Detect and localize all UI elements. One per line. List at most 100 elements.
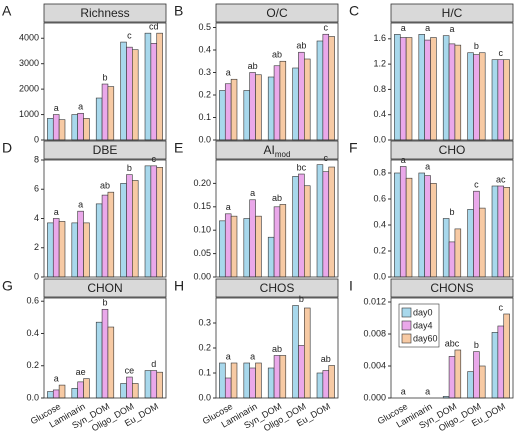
title-text: CHO bbox=[439, 143, 466, 157]
bar bbox=[304, 185, 311, 278]
bar bbox=[249, 72, 256, 141]
panel-title: DBE bbox=[93, 143, 118, 157]
panel-label: B bbox=[174, 3, 183, 19]
panel-label: H bbox=[174, 278, 184, 294]
bar bbox=[430, 37, 437, 141]
bar bbox=[224, 377, 232, 399]
bar bbox=[107, 326, 115, 399]
bar bbox=[328, 166, 335, 278]
y-tick-label: 0.3 bbox=[198, 67, 211, 77]
significance-letter: a bbox=[78, 200, 83, 210]
bar bbox=[399, 37, 407, 141]
y-tick-label: 0.4 bbox=[373, 109, 386, 119]
significance-letter: ac bbox=[496, 174, 506, 184]
y-tick-label: 0.008 bbox=[363, 328, 386, 338]
bar bbox=[230, 78, 238, 141]
significance-letter: b bbox=[102, 298, 107, 308]
bar bbox=[394, 172, 401, 278]
bar bbox=[107, 86, 115, 141]
bar bbox=[497, 325, 505, 399]
bar bbox=[224, 83, 232, 141]
bar bbox=[394, 34, 401, 141]
significance-letter: a bbox=[250, 351, 255, 361]
bar bbox=[292, 67, 299, 141]
bar bbox=[448, 43, 456, 141]
bar bbox=[77, 210, 84, 278]
title-text: O/C bbox=[266, 6, 288, 20]
significance-letter: c bbox=[127, 30, 132, 40]
bar bbox=[491, 59, 499, 141]
bar bbox=[83, 118, 90, 141]
significance-letter: a bbox=[401, 386, 406, 396]
bar bbox=[150, 370, 158, 399]
bar bbox=[279, 355, 287, 399]
panel-title: H/C bbox=[442, 6, 463, 20]
panel-label: I bbox=[349, 278, 353, 294]
y-tick-label: 0.8 bbox=[373, 167, 386, 177]
y-tick-label: 0.2 bbox=[26, 360, 39, 370]
bar bbox=[298, 173, 305, 278]
plot-frame bbox=[215, 297, 339, 399]
bar bbox=[83, 222, 90, 278]
significance-letter: a bbox=[226, 351, 231, 361]
significance-letter: a bbox=[401, 23, 406, 33]
y-tick-label: 0.5 bbox=[198, 22, 211, 32]
plot-frame bbox=[43, 159, 167, 278]
bar bbox=[322, 33, 330, 141]
bar bbox=[101, 308, 109, 399]
bar bbox=[491, 332, 499, 399]
bar bbox=[156, 32, 163, 141]
significance-letter: a bbox=[425, 23, 430, 33]
significance-letter: ab bbox=[321, 354, 331, 364]
bar bbox=[71, 222, 78, 278]
bar bbox=[442, 35, 450, 141]
bar bbox=[52, 389, 60, 399]
bar bbox=[479, 207, 486, 278]
panel-title: O/C bbox=[266, 6, 288, 20]
significance-letter: b bbox=[474, 340, 479, 350]
bar bbox=[273, 206, 281, 278]
bar bbox=[322, 370, 330, 399]
bar bbox=[497, 59, 505, 141]
bar bbox=[224, 213, 232, 278]
bar bbox=[399, 166, 407, 278]
y-tick-label: 1.6 bbox=[373, 33, 386, 43]
significance-letter: a bbox=[226, 68, 231, 78]
significance-letter: ab bbox=[272, 50, 282, 60]
bar bbox=[298, 345, 305, 399]
bar bbox=[503, 313, 510, 399]
y-tick-label: 0.1 bbox=[198, 367, 211, 377]
panel-title: CHONS bbox=[430, 281, 473, 295]
bar bbox=[304, 58, 311, 141]
bar bbox=[219, 220, 226, 278]
bar bbox=[255, 362, 262, 399]
y-tick-label: 6 bbox=[34, 184, 39, 194]
y-tick-label: 0.012 bbox=[363, 296, 386, 306]
title-strip bbox=[215, 140, 339, 160]
bar bbox=[424, 175, 431, 278]
bar bbox=[132, 49, 139, 141]
y-tick-label: 0.2 bbox=[198, 342, 211, 352]
bar bbox=[243, 362, 250, 399]
significance-letter: a bbox=[78, 102, 83, 112]
title-strip bbox=[43, 278, 167, 298]
bar bbox=[424, 39, 431, 141]
legend: day0 day4 day60 bbox=[398, 303, 440, 348]
title-text: CHOS bbox=[260, 281, 295, 295]
significance-letter: a bbox=[250, 188, 255, 198]
bar bbox=[497, 185, 505, 278]
significance-letter: c bbox=[324, 23, 329, 33]
bar bbox=[503, 187, 510, 278]
bar bbox=[132, 180, 139, 278]
y-tick-label: 4000 bbox=[19, 33, 39, 43]
y-tick-label: 0.10 bbox=[193, 225, 211, 235]
bar bbox=[58, 221, 66, 278]
plot-frame bbox=[390, 297, 514, 399]
bar bbox=[95, 97, 103, 141]
y-tick-label: 1000 bbox=[19, 109, 39, 119]
y-tick-label: 0.6 bbox=[373, 193, 386, 203]
y-tick-label: 3000 bbox=[19, 58, 39, 68]
title-strip bbox=[390, 3, 514, 23]
legend-label: day4 bbox=[413, 320, 433, 330]
